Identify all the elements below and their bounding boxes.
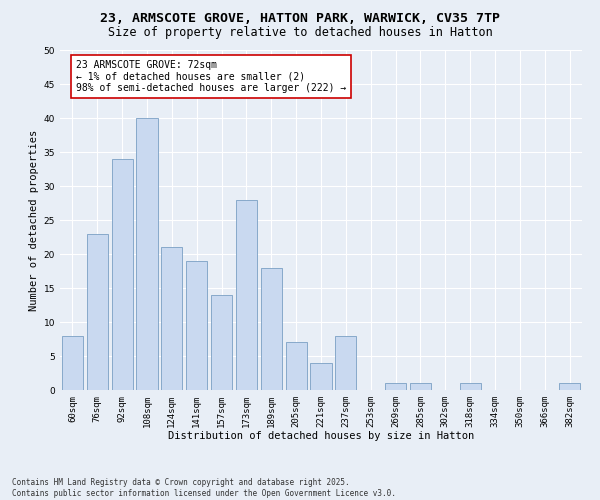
- Bar: [286, 342, 307, 390]
- Bar: [410, 383, 431, 390]
- Text: Contains HM Land Registry data © Crown copyright and database right 2025.
Contai: Contains HM Land Registry data © Crown c…: [12, 478, 396, 498]
- Text: Size of property relative to detached houses in Hatton: Size of property relative to detached ho…: [107, 26, 493, 39]
- Bar: [559, 383, 580, 390]
- Y-axis label: Number of detached properties: Number of detached properties: [29, 130, 40, 310]
- Bar: [211, 295, 232, 390]
- Bar: [87, 234, 108, 390]
- Bar: [186, 261, 207, 390]
- Bar: [335, 336, 356, 390]
- Bar: [161, 247, 182, 390]
- Bar: [62, 336, 83, 390]
- Bar: [261, 268, 282, 390]
- Text: 23 ARMSCOTE GROVE: 72sqm
← 1% of detached houses are smaller (2)
98% of semi-det: 23 ARMSCOTE GROVE: 72sqm ← 1% of detache…: [76, 60, 346, 94]
- Bar: [136, 118, 158, 390]
- Bar: [385, 383, 406, 390]
- Bar: [310, 363, 332, 390]
- X-axis label: Distribution of detached houses by size in Hatton: Distribution of detached houses by size …: [168, 432, 474, 442]
- Text: 23, ARMSCOTE GROVE, HATTON PARK, WARWICK, CV35 7TP: 23, ARMSCOTE GROVE, HATTON PARK, WARWICK…: [100, 12, 500, 26]
- Bar: [460, 383, 481, 390]
- Bar: [236, 200, 257, 390]
- Bar: [112, 159, 133, 390]
